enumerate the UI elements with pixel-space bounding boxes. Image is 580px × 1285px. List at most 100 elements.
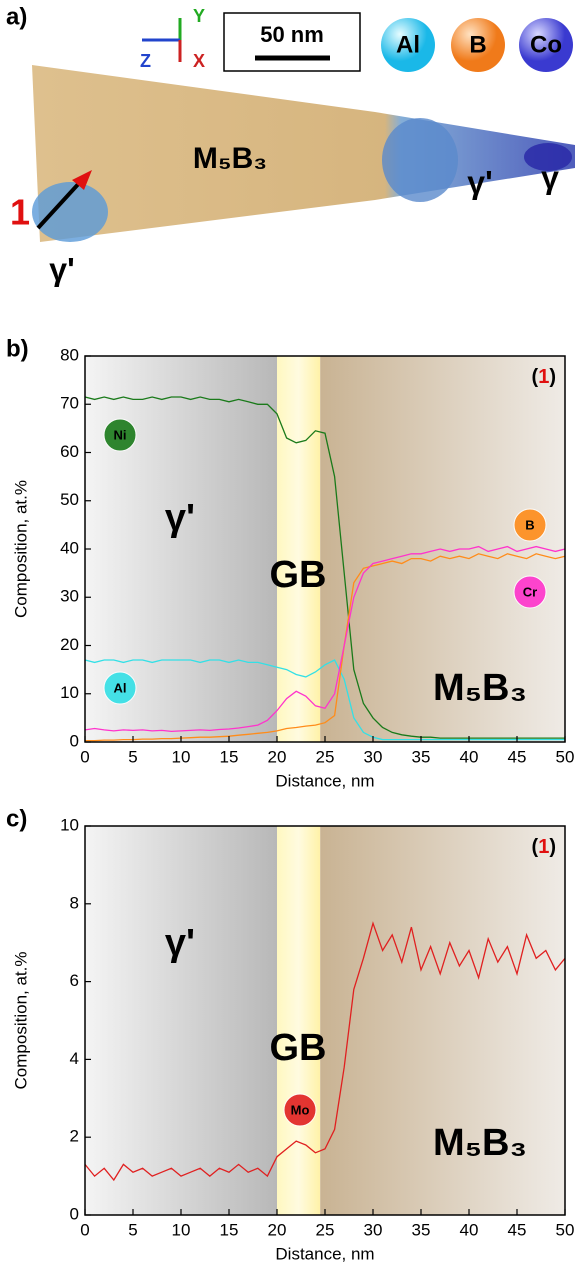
x-tick-label: 50 bbox=[556, 1220, 575, 1239]
element-label: B bbox=[469, 31, 486, 58]
x-tick-label: 30 bbox=[364, 747, 383, 766]
tag-part: 1 bbox=[538, 836, 549, 858]
element-label: Al bbox=[396, 31, 420, 58]
series-line bbox=[84, 545, 566, 733]
x-tick-label: 35 bbox=[412, 1220, 431, 1239]
axis-label: X bbox=[193, 51, 205, 71]
element-ball bbox=[451, 18, 505, 72]
y-tick-label: 10 bbox=[60, 683, 79, 702]
tag-part: ) bbox=[549, 836, 556, 858]
y-axis-title: Composition, at.% bbox=[11, 480, 30, 618]
x-axis-title: Distance, nm bbox=[275, 771, 374, 790]
tag: (1) bbox=[532, 366, 556, 388]
series-line bbox=[84, 396, 565, 739]
legend-entry: B bbox=[513, 508, 547, 542]
legend-entry: Al bbox=[103, 671, 137, 705]
region bbox=[320, 826, 565, 1215]
region bbox=[277, 826, 321, 1215]
x-tick-label: 0 bbox=[80, 1220, 89, 1239]
region-label: GB bbox=[270, 1027, 327, 1069]
legend-label: Al bbox=[114, 680, 127, 695]
phase-label: γ' bbox=[467, 164, 492, 200]
marker-arrowhead bbox=[72, 170, 92, 190]
series-line bbox=[84, 659, 565, 741]
tag-part: ) bbox=[549, 366, 556, 388]
legend-ball bbox=[103, 671, 137, 705]
legend-label: Cr bbox=[523, 584, 537, 599]
y-tick-label: 30 bbox=[60, 587, 79, 606]
region-label: GB bbox=[270, 554, 327, 596]
x-tick-label: 25 bbox=[316, 747, 335, 766]
legend-entry: Ni bbox=[103, 418, 137, 452]
x-tick-label: 25 bbox=[316, 1220, 335, 1239]
y-tick-label: 2 bbox=[70, 1127, 79, 1146]
region-label: γ' bbox=[165, 497, 195, 539]
legend-ball bbox=[513, 508, 547, 542]
y-tick-label: 50 bbox=[60, 490, 79, 509]
y-tick-label: 8 bbox=[70, 893, 79, 912]
panel-a: a) Y Z X 50 nm Al B Co M₅B₃ γ' γ' γ 1 bbox=[6, 3, 575, 287]
panel-label: b) bbox=[6, 335, 29, 362]
phase-label: M₅B₃ bbox=[193, 142, 267, 175]
y-tick-label: 0 bbox=[70, 731, 79, 750]
y-tick-label: 10 bbox=[60, 815, 79, 834]
x-tick-label: 15 bbox=[220, 747, 239, 766]
gamma-prime-region bbox=[32, 182, 108, 242]
y-tick-label: 60 bbox=[60, 442, 79, 461]
series-line bbox=[84, 921, 566, 1182]
legend-label: Mo bbox=[291, 1102, 310, 1117]
x-tick-label: 20 bbox=[268, 1220, 287, 1239]
region bbox=[277, 356, 321, 742]
x-tick-label: 40 bbox=[460, 1220, 479, 1239]
x-tick-label: 45 bbox=[508, 1220, 527, 1239]
x-tick-label: 30 bbox=[364, 1220, 383, 1239]
x-tick-label: 5 bbox=[128, 747, 137, 766]
x-tick-label: 10 bbox=[172, 1220, 191, 1239]
legend-ball bbox=[513, 575, 547, 609]
element-ball bbox=[519, 18, 573, 72]
legend-entry: Cr bbox=[513, 575, 547, 609]
x-tick-label: 0 bbox=[80, 747, 89, 766]
y-tick-label: 4 bbox=[70, 1049, 79, 1068]
x-tick-label: 5 bbox=[128, 1220, 137, 1239]
marker-label: 1 bbox=[10, 192, 30, 233]
tag-part: ( bbox=[532, 836, 539, 858]
gamma-prime-region bbox=[382, 118, 458, 202]
x-tick-label: 10 bbox=[172, 747, 191, 766]
y-tick-label: 6 bbox=[70, 971, 79, 990]
legend-entry: Mo bbox=[283, 1093, 317, 1127]
x-tick-label: 40 bbox=[460, 747, 479, 766]
gamma-region bbox=[524, 143, 572, 171]
region-label: γ' bbox=[165, 922, 195, 964]
legend-label: Ni bbox=[114, 427, 127, 442]
y-tick-label: 70 bbox=[60, 394, 79, 413]
series-line bbox=[85, 553, 566, 742]
axis-label: Y bbox=[193, 6, 205, 26]
reconstruction bbox=[32, 65, 575, 242]
legend-label: B bbox=[525, 517, 534, 532]
region-label: M₅B₃ bbox=[433, 667, 527, 709]
x-tick-label: 35 bbox=[412, 747, 431, 766]
x-tick-label: 45 bbox=[508, 747, 527, 766]
tag-part: ( bbox=[532, 366, 539, 388]
y-axis-title: Composition, at.% bbox=[11, 952, 30, 1090]
panel-label: a) bbox=[6, 3, 27, 30]
tag-part: 1 bbox=[538, 366, 549, 388]
y-tick-label: 20 bbox=[60, 635, 79, 654]
tag: (1) bbox=[532, 836, 556, 858]
phase-label: γ bbox=[541, 159, 559, 195]
element-label: Co bbox=[530, 31, 562, 58]
element-ball bbox=[381, 18, 435, 72]
x-tick-label: 20 bbox=[268, 747, 287, 766]
region bbox=[85, 826, 277, 1215]
axis-label: Z bbox=[140, 51, 151, 71]
scale-box bbox=[223, 12, 361, 72]
y-tick-label: 0 bbox=[70, 1204, 79, 1223]
x-axis-title: Distance, nm bbox=[275, 1244, 374, 1263]
region-label: M₅B₃ bbox=[433, 1122, 527, 1164]
x-tick-label: 15 bbox=[220, 1220, 239, 1239]
phase-label: γ' bbox=[49, 251, 74, 287]
y-tick-label: 80 bbox=[60, 345, 79, 364]
y-tick-label: 40 bbox=[60, 538, 79, 557]
